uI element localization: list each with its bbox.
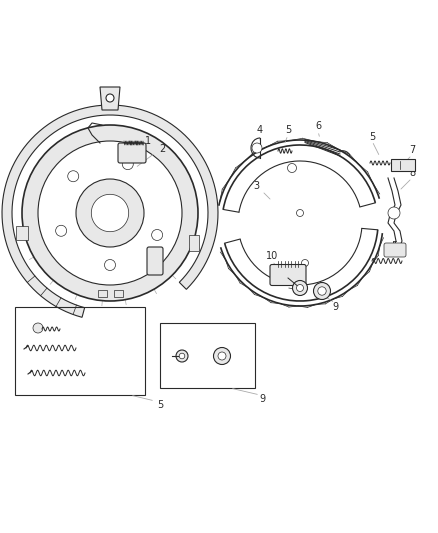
Circle shape — [33, 323, 43, 333]
Circle shape — [388, 207, 400, 219]
Circle shape — [287, 164, 297, 173]
Circle shape — [179, 353, 185, 359]
Circle shape — [22, 125, 198, 301]
Circle shape — [176, 350, 188, 362]
Text: 5: 5 — [285, 125, 291, 135]
Circle shape — [152, 230, 162, 240]
FancyBboxPatch shape — [98, 289, 106, 296]
Circle shape — [301, 260, 308, 266]
Text: 9: 9 — [259, 394, 265, 404]
Circle shape — [297, 209, 304, 216]
Circle shape — [56, 225, 67, 236]
Polygon shape — [2, 105, 218, 317]
Text: 4: 4 — [257, 125, 263, 135]
Bar — [15, 307, 145, 395]
FancyBboxPatch shape — [189, 235, 199, 251]
FancyBboxPatch shape — [147, 247, 163, 275]
Bar — [160, 323, 255, 388]
Circle shape — [38, 141, 182, 285]
Text: 6: 6 — [315, 121, 321, 131]
Text: 5: 5 — [157, 400, 163, 410]
Circle shape — [122, 159, 133, 169]
Text: 3: 3 — [253, 181, 259, 191]
Text: 9: 9 — [332, 302, 338, 312]
Circle shape — [76, 179, 144, 247]
Polygon shape — [100, 87, 120, 110]
FancyBboxPatch shape — [118, 143, 146, 163]
Text: 2: 2 — [159, 144, 165, 154]
FancyBboxPatch shape — [391, 159, 415, 171]
Circle shape — [314, 282, 331, 300]
Text: 8: 8 — [409, 168, 415, 178]
Text: 7: 7 — [409, 145, 415, 155]
FancyBboxPatch shape — [16, 226, 28, 240]
FancyBboxPatch shape — [384, 243, 406, 257]
Circle shape — [91, 195, 129, 232]
Text: 1: 1 — [145, 136, 151, 146]
FancyBboxPatch shape — [270, 264, 306, 286]
Circle shape — [105, 260, 116, 271]
Circle shape — [213, 348, 230, 365]
Circle shape — [318, 287, 326, 295]
Circle shape — [293, 280, 307, 295]
Circle shape — [252, 143, 262, 153]
Circle shape — [106, 94, 114, 102]
Text: 5: 5 — [391, 241, 397, 251]
Text: 10: 10 — [266, 251, 278, 261]
Circle shape — [68, 171, 79, 182]
Circle shape — [218, 352, 226, 360]
FancyBboxPatch shape — [113, 289, 123, 296]
Text: 5: 5 — [369, 132, 375, 142]
Circle shape — [297, 285, 304, 292]
